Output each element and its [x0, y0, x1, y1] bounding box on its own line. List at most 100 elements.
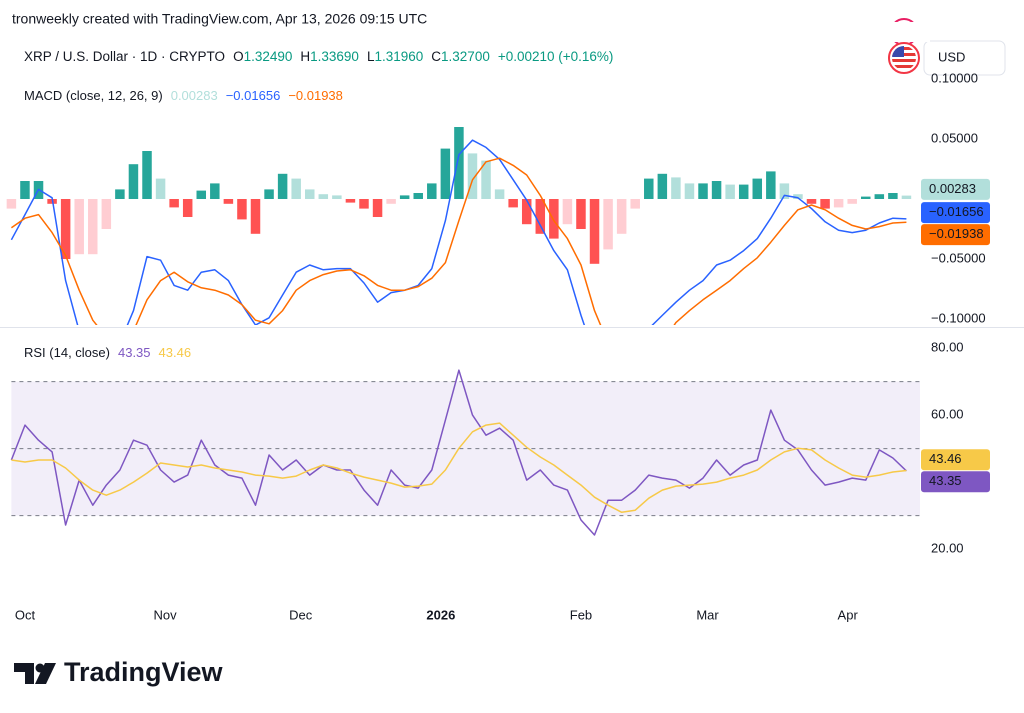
x-tick-label: Nov [154, 607, 178, 622]
histogram-bar [535, 199, 546, 234]
level-band [11, 381, 920, 516]
ohlc-value: 1.33690 [310, 49, 359, 64]
y-tick-label: −0.10000 [931, 310, 986, 325]
ohlc-value: 1.32700 [441, 49, 490, 64]
last-value-badge [921, 178, 990, 200]
pane [6, 127, 912, 325]
histogram-bar [291, 178, 301, 199]
histogram-bar [467, 153, 478, 199]
ohlc-key: O [233, 49, 244, 64]
currency[interactable]: USD [938, 49, 965, 64]
y-tick-label: −0.05000 [931, 250, 986, 265]
histogram-bar [237, 199, 247, 220]
y-tick-label: 20.00 [931, 541, 964, 556]
histogram-bar [74, 199, 84, 255]
x-tick-label: Dec [289, 607, 313, 622]
histogram-bar [630, 199, 640, 209]
logo-mark [35, 663, 56, 684]
pane-title: RSI (14, close) [24, 345, 110, 360]
flag-icon [880, 18, 930, 74]
legend-value: −0.01656 [226, 88, 281, 103]
last-value-badge [921, 202, 990, 224]
last-value-badge [921, 471, 990, 493]
histogram-bar [196, 190, 207, 199]
histogram-bar [454, 127, 464, 199]
line [11, 422, 907, 514]
histogram-bar [60, 199, 71, 259]
pane-legend: RSI (14, close) 43.35 43.46 [24, 345, 191, 360]
x-tick-label: Feb [570, 607, 592, 622]
histogram-bar [725, 184, 735, 199]
histogram-bar [521, 199, 532, 225]
histogram-bar [6, 199, 17, 209]
line [10, 139, 907, 325]
flag-canton [892, 46, 904, 57]
pane-title: MACD (close, 12, 26, 9) [24, 88, 163, 103]
histogram-bar [806, 199, 817, 204]
line [10, 157, 907, 325]
brand: TradingView [64, 657, 224, 687]
last-value-label: 43.35 [929, 473, 962, 488]
histogram-bar [508, 199, 518, 208]
histogram-bar [752, 178, 763, 199]
histogram-bar [657, 173, 668, 199]
flag [892, 46, 916, 70]
ohlc-key: H [300, 49, 310, 64]
histogram-bar [603, 199, 613, 250]
histogram-bar [644, 178, 654, 199]
flag-stripe [892, 65, 916, 68]
histogram-bar [494, 189, 505, 199]
histogram-bar [589, 199, 600, 264]
histogram-bar [169, 199, 179, 208]
histogram-bar [20, 181, 30, 199]
histogram-bar [549, 199, 559, 239]
histogram-bar [223, 199, 234, 204]
line [10, 369, 907, 536]
histogram-bar [833, 199, 844, 208]
ohlc-value: 1.32490 [244, 49, 293, 64]
last-value-label: 43.46 [929, 451, 962, 466]
histogram-bar [264, 189, 274, 199]
credit: tronweekly created with TradingView.com,… [12, 11, 427, 27]
histogram-bar [738, 184, 749, 199]
histogram-bar [481, 160, 491, 199]
histogram-bar [901, 195, 912, 199]
pane [10, 369, 920, 536]
last-value-label: −0.01938 [929, 226, 984, 241]
histogram-bar [861, 196, 871, 199]
histogram-bar [372, 199, 383, 217]
flag-mask [880, 22, 930, 42]
change: +0.00210 (+0.16%) [498, 49, 614, 64]
legend-value: −0.01938 [288, 88, 343, 103]
logo: TradingView [14, 657, 224, 687]
last-value-label: 0.00283 [929, 181, 976, 196]
histogram-bar [128, 164, 139, 199]
y-tick-label: 80.00 [931, 340, 964, 355]
histogram-bar [874, 194, 885, 199]
ohlc-key: C [431, 49, 441, 64]
flag-stripe [892, 59, 916, 62]
histogram-bar [888, 193, 898, 199]
logo-mark [14, 663, 34, 684]
histogram-bar [345, 199, 356, 203]
histogram-bar [115, 189, 125, 199]
last-value-label: −0.01656 [929, 204, 984, 219]
histogram-bar [766, 171, 776, 199]
histogram-bar [304, 189, 315, 199]
histogram-bar [616, 199, 627, 234]
currency-box[interactable] [923, 40, 1006, 76]
histogram-bar [820, 199, 830, 209]
histogram-bar [427, 183, 437, 199]
x-tick-label: 2026 [426, 607, 455, 622]
currency-button[interactable]: USD [923, 40, 1006, 76]
x-tick-label: Apr [838, 607, 859, 622]
y-tick-label: 60.00 [931, 407, 964, 422]
legend-value: 43.46 [159, 345, 192, 360]
histogram-bar [847, 199, 857, 204]
last-value-badge [921, 449, 990, 471]
ohlc-key: L [367, 49, 375, 64]
histogram-bar [142, 151, 152, 199]
histogram-bar [698, 183, 708, 199]
